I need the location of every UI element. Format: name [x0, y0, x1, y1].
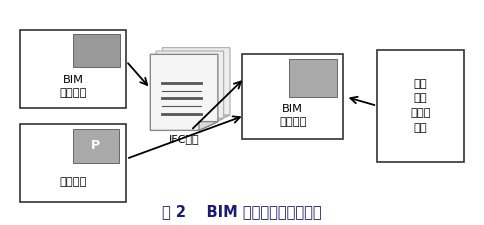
Polygon shape — [156, 51, 224, 127]
Text: 资源
成本
等施工
信息: 资源 成本 等施工 信息 — [410, 79, 431, 133]
Text: 图 2    BIM 施工模型的建模方法: 图 2 BIM 施工模型的建模方法 — [162, 205, 322, 220]
Text: BIM
设计模型: BIM 设计模型 — [60, 74, 87, 98]
Text: IFC文件: IFC文件 — [169, 134, 199, 144]
Polygon shape — [205, 118, 224, 127]
FancyBboxPatch shape — [288, 59, 337, 97]
FancyBboxPatch shape — [20, 30, 126, 108]
Text: BIM
施工模型: BIM 施工模型 — [279, 104, 306, 127]
Polygon shape — [199, 122, 218, 130]
FancyBboxPatch shape — [20, 124, 126, 202]
Polygon shape — [211, 115, 230, 124]
FancyBboxPatch shape — [73, 129, 119, 163]
Polygon shape — [151, 54, 218, 130]
Polygon shape — [162, 48, 230, 124]
FancyBboxPatch shape — [242, 54, 343, 139]
FancyBboxPatch shape — [377, 50, 464, 162]
Text: 进度计划: 进度计划 — [60, 177, 87, 187]
Text: P: P — [91, 140, 101, 153]
FancyBboxPatch shape — [73, 34, 120, 67]
